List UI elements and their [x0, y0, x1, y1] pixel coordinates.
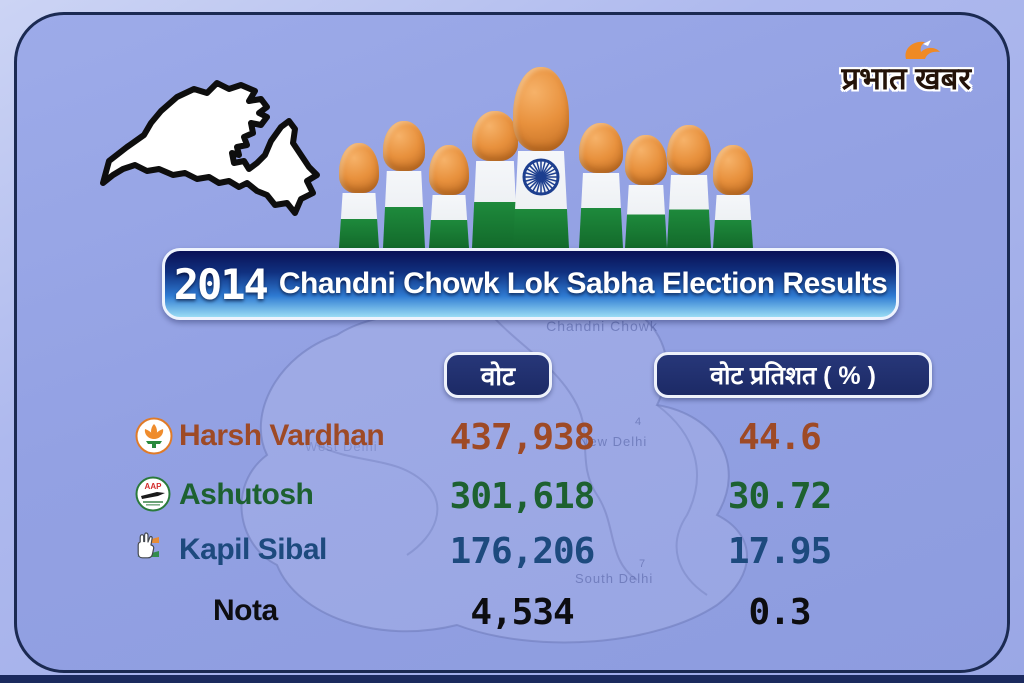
votes-value: 301,618 — [449, 476, 596, 517]
fist-tricolor-sleeve — [667, 175, 711, 248]
percent-value: 44.6 — [738, 417, 822, 458]
fist-hand — [383, 121, 425, 171]
percent-value: 30.72 — [727, 476, 832, 517]
banner-title: Chandni Chowk Lok Sabha Election Results — [278, 267, 888, 300]
fist-graphic — [713, 145, 753, 248]
fist-tricolor-sleeve — [429, 195, 469, 248]
watermark-label-west-delhi: West Delhi — [305, 439, 378, 454]
percent-column-header: वोट प्रतिशत ( % ) — [654, 352, 932, 398]
banner-year: 2014 — [173, 259, 269, 309]
infographic-card: Chandni Chowk New Delhi West Delhi South… — [14, 12, 1010, 673]
fist-hand — [513, 67, 569, 151]
watermark-marker-7: 7 — [639, 558, 646, 570]
fist-graphic — [429, 145, 469, 248]
fist-hand — [472, 111, 518, 161]
percent-value: 0.3 — [748, 592, 811, 633]
fist-graphic — [667, 125, 711, 248]
ashoka-chakra-icon — [522, 158, 560, 196]
fist-graphic — [625, 135, 667, 248]
logo-bird-icon — [905, 40, 940, 59]
percent-value: 17.95 — [727, 531, 832, 572]
svg-text:AAP: AAP — [145, 482, 163, 491]
candidate-name: Kapil Sibal — [179, 533, 327, 566]
fist-hand — [339, 143, 379, 193]
logo-text: प्रभात खबर — [841, 61, 971, 96]
delhi-map-watermark — [240, 286, 748, 644]
votes-value: 437,938 — [449, 417, 596, 458]
watermark-label-new-delhi: New Delhi — [579, 434, 648, 449]
title-banner: 2014 Chandni Chowk Lok Sabha Election Re… — [162, 248, 899, 320]
candidate-name: Harsh Vardhan — [179, 419, 385, 452]
fist-graphic — [579, 123, 623, 248]
votes-value: 176,206 — [449, 531, 596, 572]
result-row-harsh-vardhan: Harsh Vardhan 437,938 44.6 — [17, 414, 1007, 462]
votes-column-header: वोट — [444, 352, 552, 398]
watermark-marker-4: 4 — [635, 416, 642, 428]
fist-graphic — [383, 121, 425, 248]
fist-tricolor-sleeve — [383, 171, 425, 248]
fist-hand — [579, 123, 623, 173]
fist-tricolor-sleeve — [713, 195, 753, 248]
fist-hand — [429, 145, 469, 195]
fist-hand — [713, 145, 753, 195]
constituency-map-outline — [100, 80, 320, 216]
aap-broom-icon: AAP — [135, 476, 171, 512]
watermark-label-south-delhi: South Delhi — [575, 571, 654, 586]
fist-graphic-center — [513, 67, 569, 248]
fist-tricolor-sleeve — [579, 173, 623, 248]
candidate-name: Ashutosh — [179, 478, 314, 511]
watermark-label-chandni-chowk: Chandni Chowk — [546, 318, 658, 334]
fist-tricolor-sleeve — [625, 185, 667, 248]
fist-tricolor-sleeve — [513, 151, 569, 248]
fist-hand — [625, 135, 667, 185]
fist-tricolor-sleeve — [339, 193, 379, 248]
candidate-name: Nota — [213, 594, 278, 627]
bjp-lotus-icon — [135, 417, 173, 455]
result-row-nota: Nota 4,534 0.3 — [17, 589, 1007, 637]
fist-tricolor-sleeve — [472, 161, 518, 248]
congress-hand-icon — [137, 532, 159, 559]
prabhat-khabar-logo: प्रभात खबर — [842, 37, 971, 99]
fist-hand — [667, 125, 711, 175]
fist-graphic — [472, 111, 518, 248]
result-row-kapil-sibal: Kapil Sibal 176,206 17.95 — [17, 528, 1007, 576]
result-row-ashutosh: AAP Ashutosh 301,618 30.72 — [17, 473, 1007, 521]
bottom-border-strip — [0, 675, 1024, 683]
fist-graphic — [339, 143, 379, 248]
votes-value: 4,534 — [470, 592, 574, 633]
